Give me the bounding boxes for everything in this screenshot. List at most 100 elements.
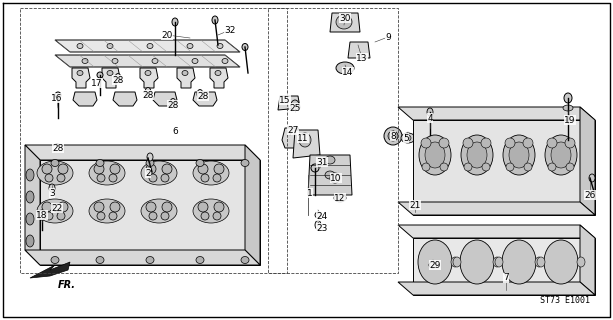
Text: 3: 3 xyxy=(49,188,55,197)
Ellipse shape xyxy=(53,204,61,212)
Polygon shape xyxy=(73,92,97,106)
Polygon shape xyxy=(245,145,260,265)
Ellipse shape xyxy=(481,138,491,148)
Polygon shape xyxy=(398,107,595,120)
Ellipse shape xyxy=(109,174,117,182)
Ellipse shape xyxy=(451,257,459,267)
Ellipse shape xyxy=(110,164,120,174)
Ellipse shape xyxy=(26,191,34,203)
Ellipse shape xyxy=(198,202,208,212)
Ellipse shape xyxy=(548,163,556,171)
Ellipse shape xyxy=(214,202,224,212)
Text: 12: 12 xyxy=(334,194,346,203)
Ellipse shape xyxy=(162,202,172,212)
Polygon shape xyxy=(40,160,260,265)
Ellipse shape xyxy=(545,135,577,175)
Ellipse shape xyxy=(45,212,53,220)
Ellipse shape xyxy=(109,212,117,220)
Ellipse shape xyxy=(172,18,178,26)
Ellipse shape xyxy=(149,212,157,220)
Ellipse shape xyxy=(42,202,52,212)
Polygon shape xyxy=(210,68,228,88)
Ellipse shape xyxy=(110,202,120,212)
Polygon shape xyxy=(293,130,320,158)
Ellipse shape xyxy=(503,135,535,175)
Ellipse shape xyxy=(419,135,451,175)
Polygon shape xyxy=(282,128,302,148)
Polygon shape xyxy=(330,13,360,32)
Ellipse shape xyxy=(112,59,118,63)
Ellipse shape xyxy=(162,164,172,174)
Ellipse shape xyxy=(563,105,573,111)
Text: 22: 22 xyxy=(51,204,63,212)
Ellipse shape xyxy=(115,74,121,83)
Ellipse shape xyxy=(422,163,430,171)
Ellipse shape xyxy=(551,142,571,168)
Ellipse shape xyxy=(37,199,73,223)
Text: 29: 29 xyxy=(429,260,441,269)
Ellipse shape xyxy=(146,202,156,212)
Polygon shape xyxy=(308,155,352,195)
Text: 14: 14 xyxy=(342,68,354,76)
Text: 20: 20 xyxy=(161,30,173,39)
Text: 19: 19 xyxy=(564,116,576,124)
Ellipse shape xyxy=(149,174,157,182)
Text: 6: 6 xyxy=(172,126,178,135)
Ellipse shape xyxy=(388,131,398,141)
Text: 28: 28 xyxy=(167,100,178,109)
Ellipse shape xyxy=(214,164,224,174)
Ellipse shape xyxy=(242,44,248,51)
Text: 13: 13 xyxy=(356,53,368,62)
Text: 1: 1 xyxy=(307,188,313,197)
Polygon shape xyxy=(25,250,260,265)
Ellipse shape xyxy=(461,135,493,175)
Ellipse shape xyxy=(141,199,177,223)
Ellipse shape xyxy=(51,159,59,166)
Ellipse shape xyxy=(42,164,52,174)
Ellipse shape xyxy=(547,138,557,148)
Ellipse shape xyxy=(146,257,154,263)
Polygon shape xyxy=(102,68,120,88)
Ellipse shape xyxy=(440,163,448,171)
Text: 30: 30 xyxy=(339,13,351,22)
Text: 25: 25 xyxy=(289,103,301,113)
Ellipse shape xyxy=(439,138,449,148)
Ellipse shape xyxy=(58,164,68,174)
Ellipse shape xyxy=(523,138,533,148)
Ellipse shape xyxy=(161,212,169,220)
Ellipse shape xyxy=(336,15,352,29)
Text: FR.: FR. xyxy=(58,280,76,290)
Ellipse shape xyxy=(96,257,104,263)
Ellipse shape xyxy=(222,59,228,63)
Ellipse shape xyxy=(453,257,461,267)
Ellipse shape xyxy=(197,90,203,99)
Ellipse shape xyxy=(336,62,354,74)
Ellipse shape xyxy=(45,174,53,182)
Ellipse shape xyxy=(145,70,151,76)
Ellipse shape xyxy=(330,173,340,183)
Ellipse shape xyxy=(509,142,529,168)
Ellipse shape xyxy=(97,174,105,182)
Text: 28: 28 xyxy=(197,92,208,100)
Ellipse shape xyxy=(196,257,204,263)
Ellipse shape xyxy=(577,257,585,267)
Ellipse shape xyxy=(193,199,229,223)
Polygon shape xyxy=(278,96,300,110)
Text: 5: 5 xyxy=(403,133,409,142)
Text: 21: 21 xyxy=(409,201,421,210)
Ellipse shape xyxy=(192,59,198,63)
Ellipse shape xyxy=(94,202,104,212)
Polygon shape xyxy=(398,282,595,295)
Ellipse shape xyxy=(147,153,153,161)
Text: 9: 9 xyxy=(385,33,391,42)
Ellipse shape xyxy=(589,174,595,182)
Ellipse shape xyxy=(146,159,154,166)
Polygon shape xyxy=(113,92,137,106)
Ellipse shape xyxy=(463,138,473,148)
Ellipse shape xyxy=(182,70,188,76)
Text: 4: 4 xyxy=(427,114,433,123)
Text: 11: 11 xyxy=(297,133,309,142)
Text: 23: 23 xyxy=(316,223,328,233)
Ellipse shape xyxy=(57,174,65,182)
Ellipse shape xyxy=(535,257,543,267)
